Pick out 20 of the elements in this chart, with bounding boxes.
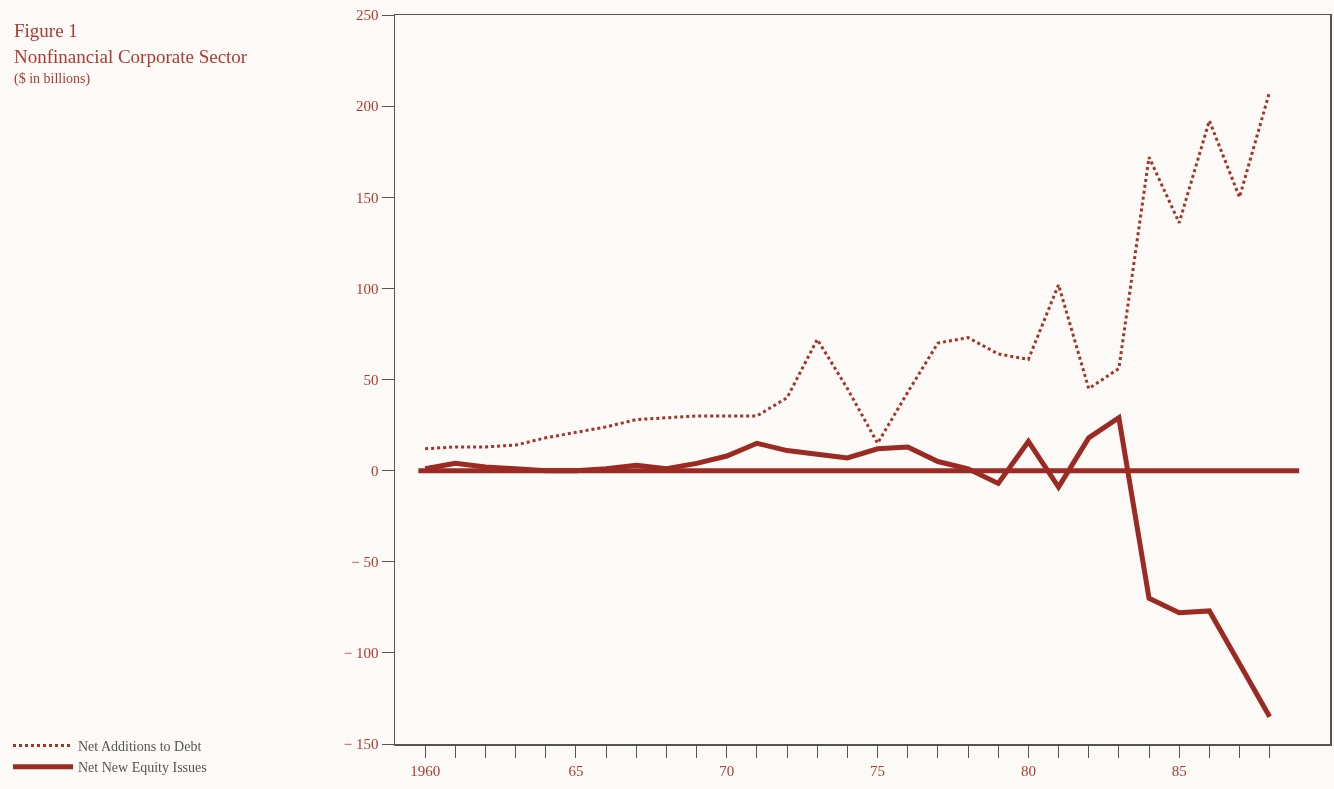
- x-tick-label: 75: [870, 762, 886, 779]
- x-tick-label: 70: [719, 762, 735, 779]
- y-tick-label: − 50: [351, 554, 379, 570]
- legend-label: Net New Equity Issues: [78, 760, 207, 776]
- x-tick-label: 80: [1020, 762, 1036, 779]
- text: Nonfinancial Corporate Sector: [14, 46, 248, 67]
- legend-label: Net Additions to Debt: [78, 739, 202, 755]
- x-tick-label: 65: [568, 762, 584, 779]
- x-tick-label: 85: [1171, 762, 1187, 779]
- y-tick-label: 200: [356, 98, 379, 115]
- y-tick-label: − 150: [343, 736, 379, 753]
- y-tick-label: − 100: [343, 645, 379, 662]
- y-tick-label: 250: [356, 7, 379, 24]
- text: Figure 1: [14, 20, 78, 41]
- y-tick-label: 50: [363, 371, 379, 388]
- y-tick-label: 0: [371, 462, 379, 479]
- text: ($ in billions): [14, 71, 91, 87]
- x-tick-label: 1960: [410, 762, 441, 779]
- y-tick-label: 150: [356, 189, 379, 206]
- y-tick-label: 100: [356, 280, 379, 297]
